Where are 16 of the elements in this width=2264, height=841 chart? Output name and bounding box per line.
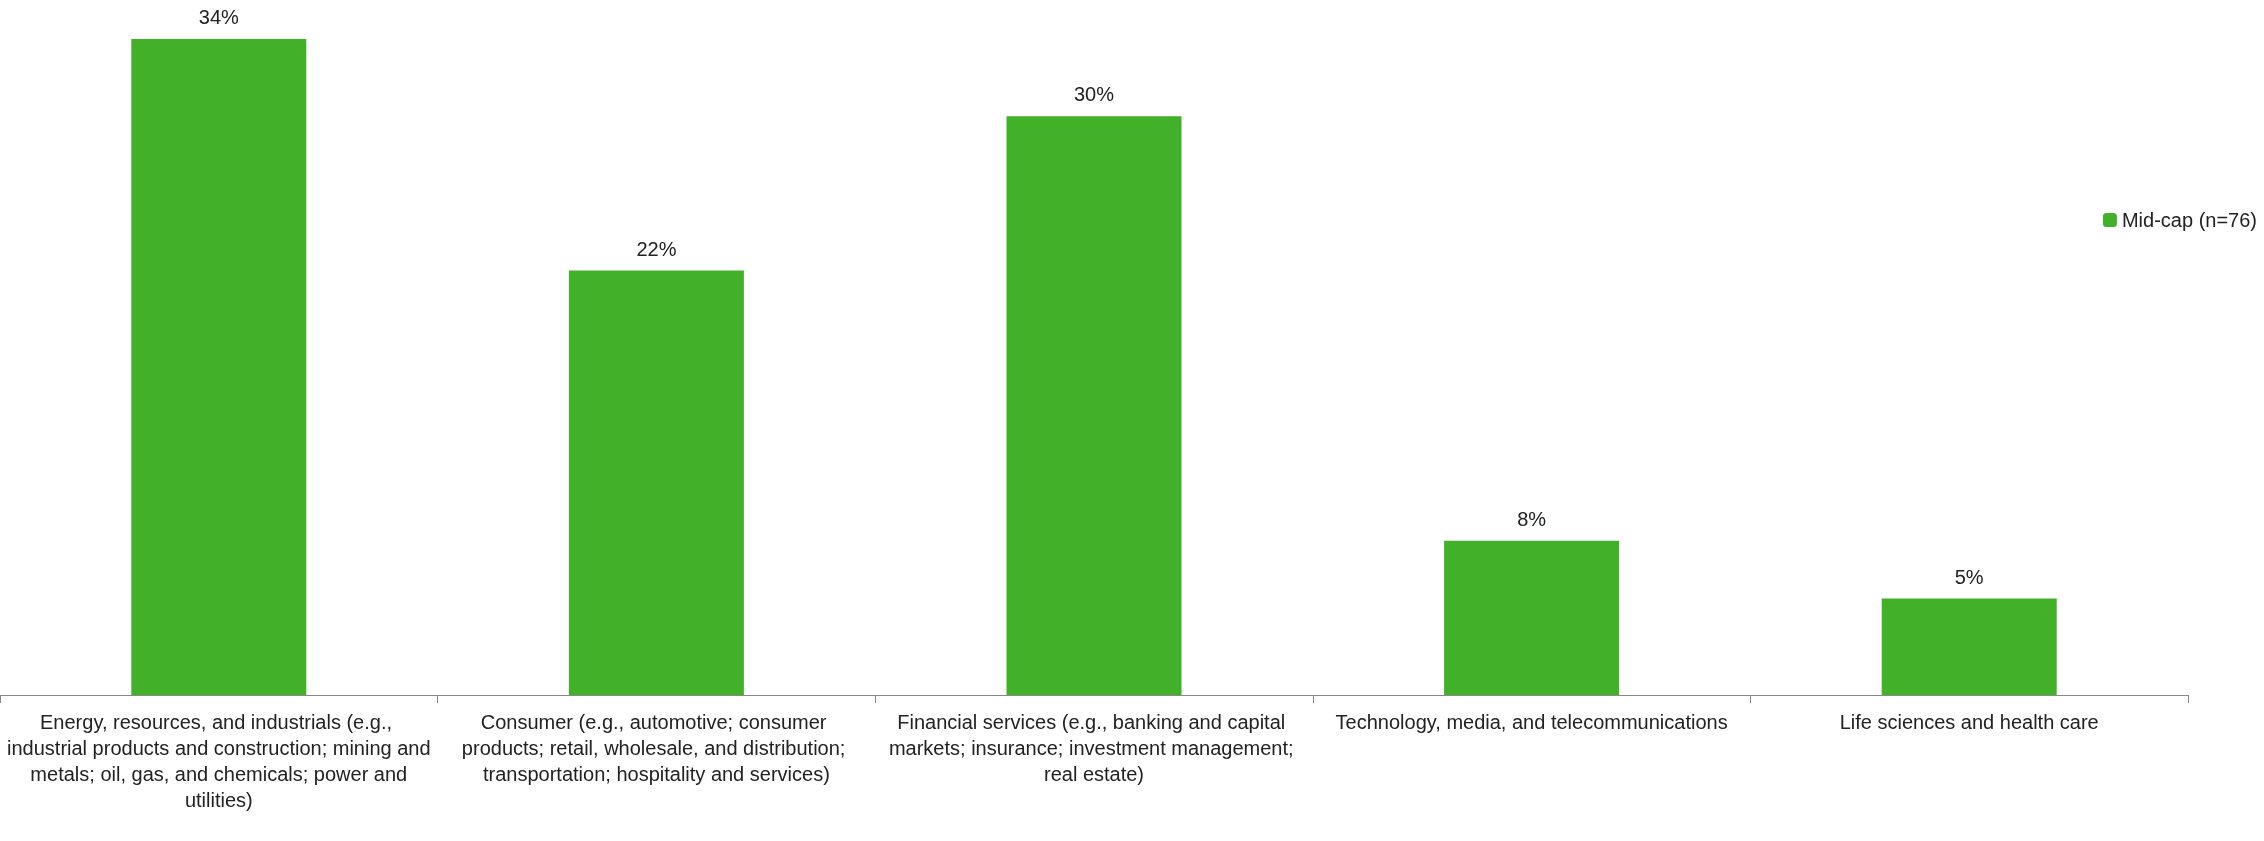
x-tick-label: Technology, media, and telecommunications bbox=[1335, 711, 1728, 733]
data-label: 8% bbox=[1517, 507, 1547, 530]
data-label: 22% bbox=[636, 237, 677, 260]
data-label: 34% bbox=[198, 6, 240, 28]
bar bbox=[1881, 598, 2057, 695]
x-tick-label: Life sciences and health care bbox=[1839, 711, 2099, 733]
x-tick-label: Energy, resources, and industrials (e.g., industrial products and construction; mining and metals; oil, gas, and chemicals; power and utilities) bbox=[7, 711, 431, 811]
x-tick-label: Financial services (e.g., banking and capital markets; insurance; investment management; real estate) bbox=[888, 711, 1300, 785]
bar bbox=[1006, 116, 1182, 695]
data-label: 5% bbox=[1954, 565, 1984, 588]
bar bbox=[1444, 540, 1620, 695]
legend-label: Mid-cap (n=76) bbox=[2121, 209, 2257, 231]
bar bbox=[568, 270, 744, 695]
data-label: 30% bbox=[1073, 83, 1115, 106]
x-tick-label: Consumer (e.g., automotive; consumer products; retail, wholesale, and distribution; transportation; hospitality and services) bbox=[461, 711, 851, 785]
bar bbox=[131, 39, 307, 695]
